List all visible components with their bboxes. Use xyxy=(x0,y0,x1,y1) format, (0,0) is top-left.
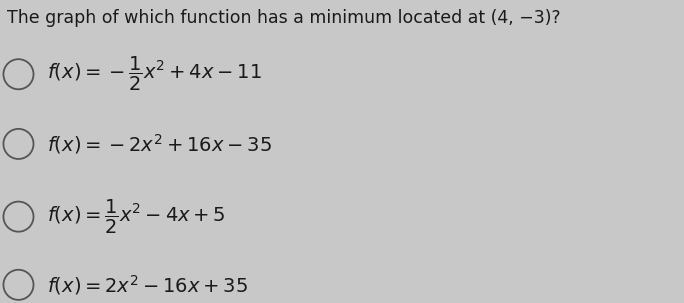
Text: $f(x) = \dfrac{1}{2}x^2 - 4x + 5$: $f(x) = \dfrac{1}{2}x^2 - 4x + 5$ xyxy=(47,198,225,236)
Text: $f(x) = 2x^2 - 16x + 35$: $f(x) = 2x^2 - 16x + 35$ xyxy=(47,273,248,297)
Text: $f(x) = -\dfrac{1}{2}x^2 + 4x - 11$: $f(x) = -\dfrac{1}{2}x^2 + 4x - 11$ xyxy=(47,55,261,93)
Text: $f(x) = -2x^2 + 16x - 35$: $f(x) = -2x^2 + 16x - 35$ xyxy=(47,132,272,156)
Text: The graph of which function has a minimum located at (4, −3)?: The graph of which function has a minimu… xyxy=(7,9,560,27)
